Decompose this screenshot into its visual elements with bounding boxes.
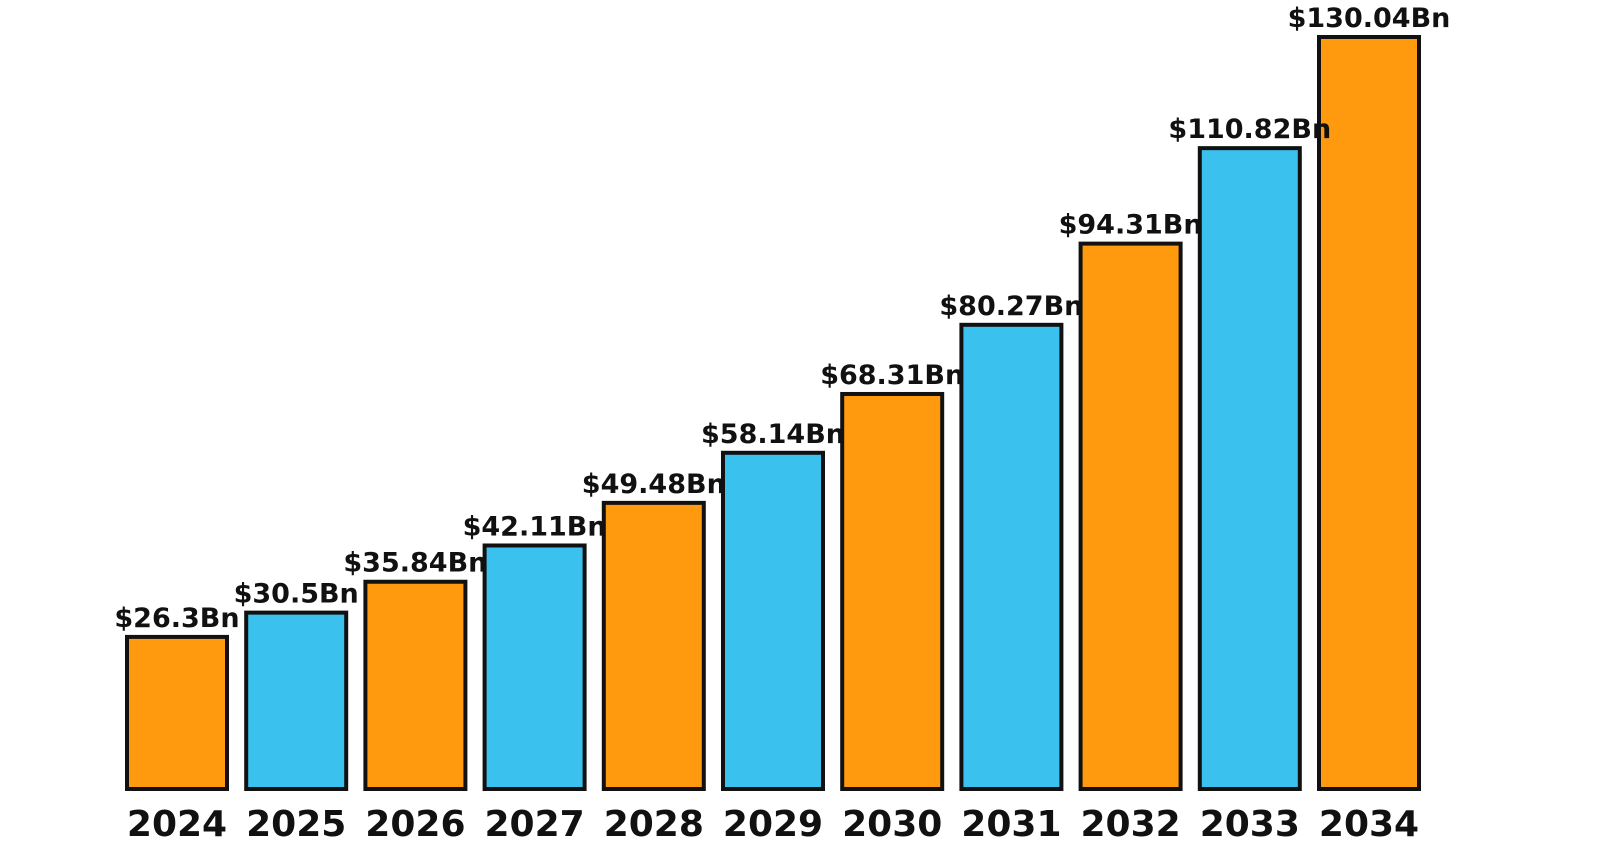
data-label-2034: $130.04Bn xyxy=(1288,3,1451,34)
bar-2025 xyxy=(244,610,349,791)
data-label-2030: $68.31Bn xyxy=(820,360,964,391)
data-label-2029: $58.14Bn xyxy=(701,419,845,450)
bar-2024 xyxy=(125,634,229,792)
x-tick-label-2029: 2029 xyxy=(723,804,823,845)
data-label-2024: $26.3Bn xyxy=(114,603,239,634)
bar-2032 xyxy=(1078,241,1183,791)
value-labels-layer: $26.3Bn$30.5Bn$35.84Bn $42.11Bn $49.48Bn $5… xyxy=(114,3,1450,634)
data-label-2028: $49.48Bn xyxy=(582,469,726,500)
bar-2031 xyxy=(959,322,1064,791)
x-tick-label-2031: 2031 xyxy=(961,804,1061,845)
bar-2029 xyxy=(721,450,825,791)
x-axis-tick-labels: 2024 2025 2026 2027 2028 2029 2030 2031 2032 2033… xyxy=(127,804,1419,845)
x-tick-label-2032: 2032 xyxy=(1080,804,1180,845)
data-label-2025: $30.5Bn xyxy=(234,579,359,610)
x-tick-label-2028: 2028 xyxy=(604,804,704,845)
x-tick-label-2026: 2026 xyxy=(365,804,465,845)
data-label-2026: $35.84Bn xyxy=(343,548,487,579)
data-label-2033: $110.82Bn xyxy=(1168,114,1331,145)
bar-2030 xyxy=(840,391,945,791)
x-tick-label-2025: 2025 xyxy=(246,804,346,845)
x-tick-label-2033: 2033 xyxy=(1200,804,1300,845)
bar-2033 xyxy=(1197,146,1302,791)
bar-2028 xyxy=(601,500,706,791)
bar-2026 xyxy=(363,579,468,792)
x-tick-label-2027: 2027 xyxy=(484,804,584,845)
x-tick-label-2034: 2034 xyxy=(1319,804,1419,845)
bar-2027 xyxy=(482,543,587,792)
data-label-2031: $80.27Bn xyxy=(939,291,1083,322)
data-label-2032: $94.31Bn xyxy=(1059,210,1203,241)
data-label-2027: $42.11Bn xyxy=(463,511,607,542)
bars-layer xyxy=(125,35,1421,792)
x-tick-label-2030: 2030 xyxy=(842,804,942,845)
bar-2034 xyxy=(1317,35,1421,791)
x-tick-label-2024: 2024 xyxy=(127,804,227,845)
